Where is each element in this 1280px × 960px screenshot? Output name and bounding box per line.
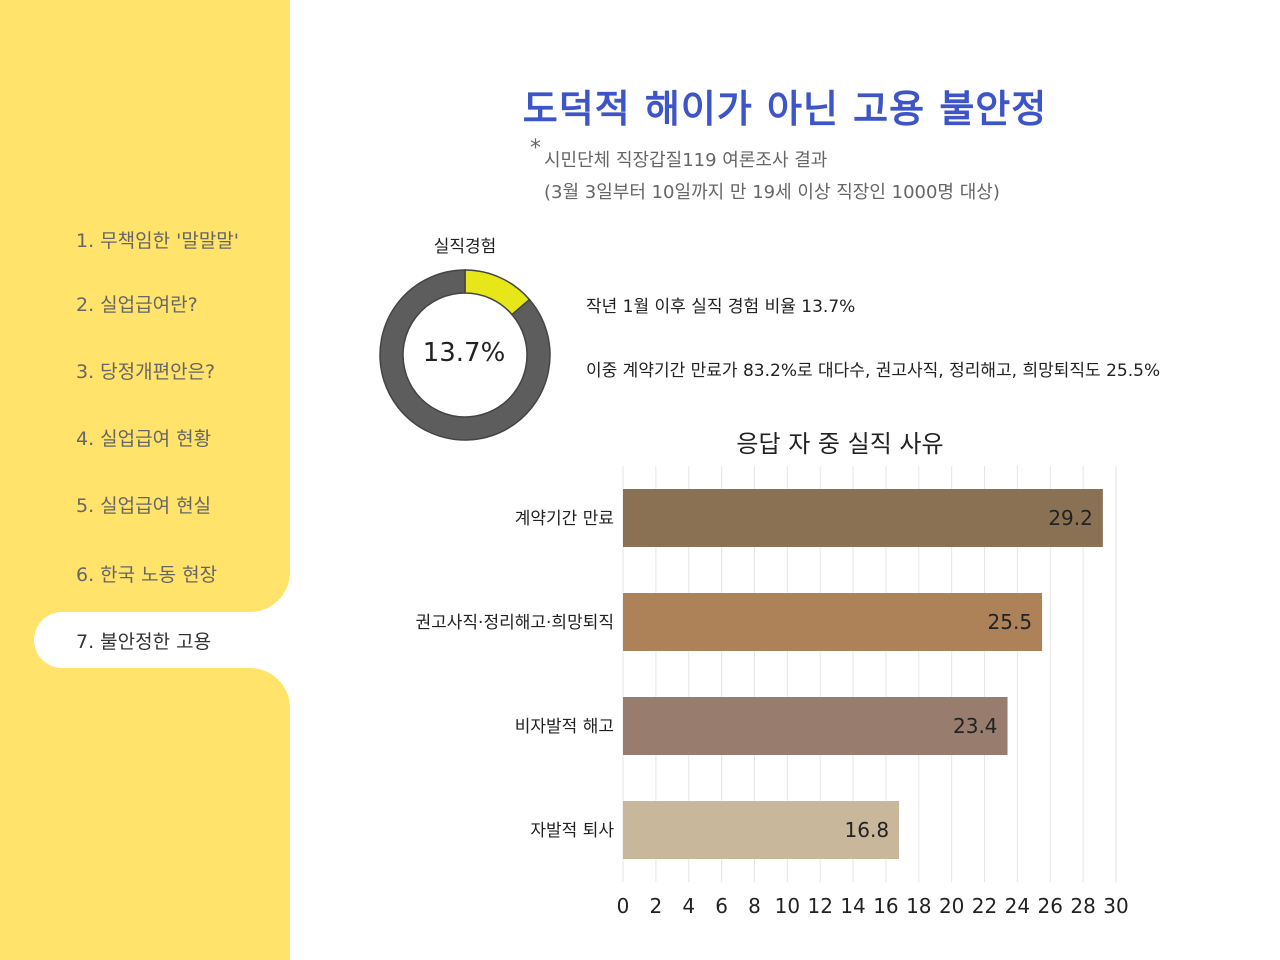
sidebar-item-1[interactable]: 1. 무책임한 '말말말' (76, 230, 240, 252)
x-tick-label: 20 (939, 894, 964, 918)
sidebar-item-7-active[interactable]: 7. 불안정한 고용 (76, 631, 212, 653)
sidebar-item-6[interactable]: 6. 한국 노동 현장 (76, 564, 218, 586)
x-tick-label: 26 (1038, 894, 1063, 918)
sidebar-item-4[interactable]: 4. 실업급여 현황 (76, 428, 212, 450)
stat-contract-expiry: 이중 계약기간 만료가 83.2%로 대다수, 권고사직, 정리해고, 희망퇴직… (586, 361, 1161, 381)
survey-source: 시민단체 직장갑질119 여론조사 결과 (544, 150, 828, 171)
sidebar-item-5[interactable]: 5. 실업급여 현실 (76, 495, 212, 517)
sidebar: 1. 무책임한 '말말말' 2. 실업급여란? 3. 당정개편안은? 4. 실업… (0, 0, 290, 960)
donut-center-label: 13.7% (422, 338, 506, 368)
stat-unemployment-rate: 작년 1월 이후 실직 경험 비율 13.7% (586, 297, 856, 317)
x-tick-label: 30 (1103, 894, 1128, 918)
x-tick-label: 28 (1070, 894, 1095, 918)
donut-chart-title: 실직경험 (433, 237, 497, 257)
page-title: 도덕적 해이가 아닌 고용 불안정 (522, 87, 1048, 131)
footnote-asterisk: * (530, 136, 541, 161)
active-tab-curve-bottom (250, 668, 290, 708)
x-tick-label: 10 (775, 894, 800, 918)
active-tab-highlight (34, 612, 290, 668)
x-tick-label: 18 (906, 894, 931, 918)
x-tick-label: 24 (1005, 894, 1030, 918)
donut-chart (379, 269, 551, 441)
survey-scope: (3월 3일부터 10일까지 만 19세 이상 직장인 1000명 대상) (544, 182, 1000, 203)
bar-3 (623, 801, 900, 859)
bar-0 (623, 489, 1103, 547)
category-label: 권고사직·정리해고·희망퇴직 (416, 613, 615, 633)
x-tick-label: 0 (617, 894, 630, 918)
donut-slice-1 (379, 269, 551, 441)
bar-value-label: 23.4 (953, 714, 998, 738)
x-tick-label: 2 (649, 894, 662, 918)
category-label: 계약기간 만료 (515, 509, 614, 529)
x-tick-label: 22 (972, 894, 997, 918)
x-tick-label: 8 (748, 894, 761, 918)
x-tick-label: 4 (682, 894, 695, 918)
category-label: 자발적 퇴사 (530, 821, 614, 841)
bar-1 (623, 593, 1043, 651)
bar-value-label: 16.8 (845, 818, 890, 842)
x-tick-label: 16 (873, 894, 898, 918)
category-label: 비자발적 해고 (515, 717, 614, 737)
bar-value-label: 25.5 (988, 610, 1033, 634)
active-tab-curve-top (250, 572, 290, 612)
x-tick-label: 12 (807, 894, 832, 918)
sidebar-item-3[interactable]: 3. 당정개편안은? (76, 361, 216, 383)
bar-chart-title: 응답 자 중 실직 사유 (736, 430, 944, 458)
bar-2 (623, 697, 1008, 755)
x-tick-label: 14 (840, 894, 865, 918)
sidebar-item-2[interactable]: 2. 실업급여란? (76, 294, 198, 316)
bar-value-label: 29.2 (1048, 506, 1093, 530)
x-tick-label: 6 (715, 894, 728, 918)
